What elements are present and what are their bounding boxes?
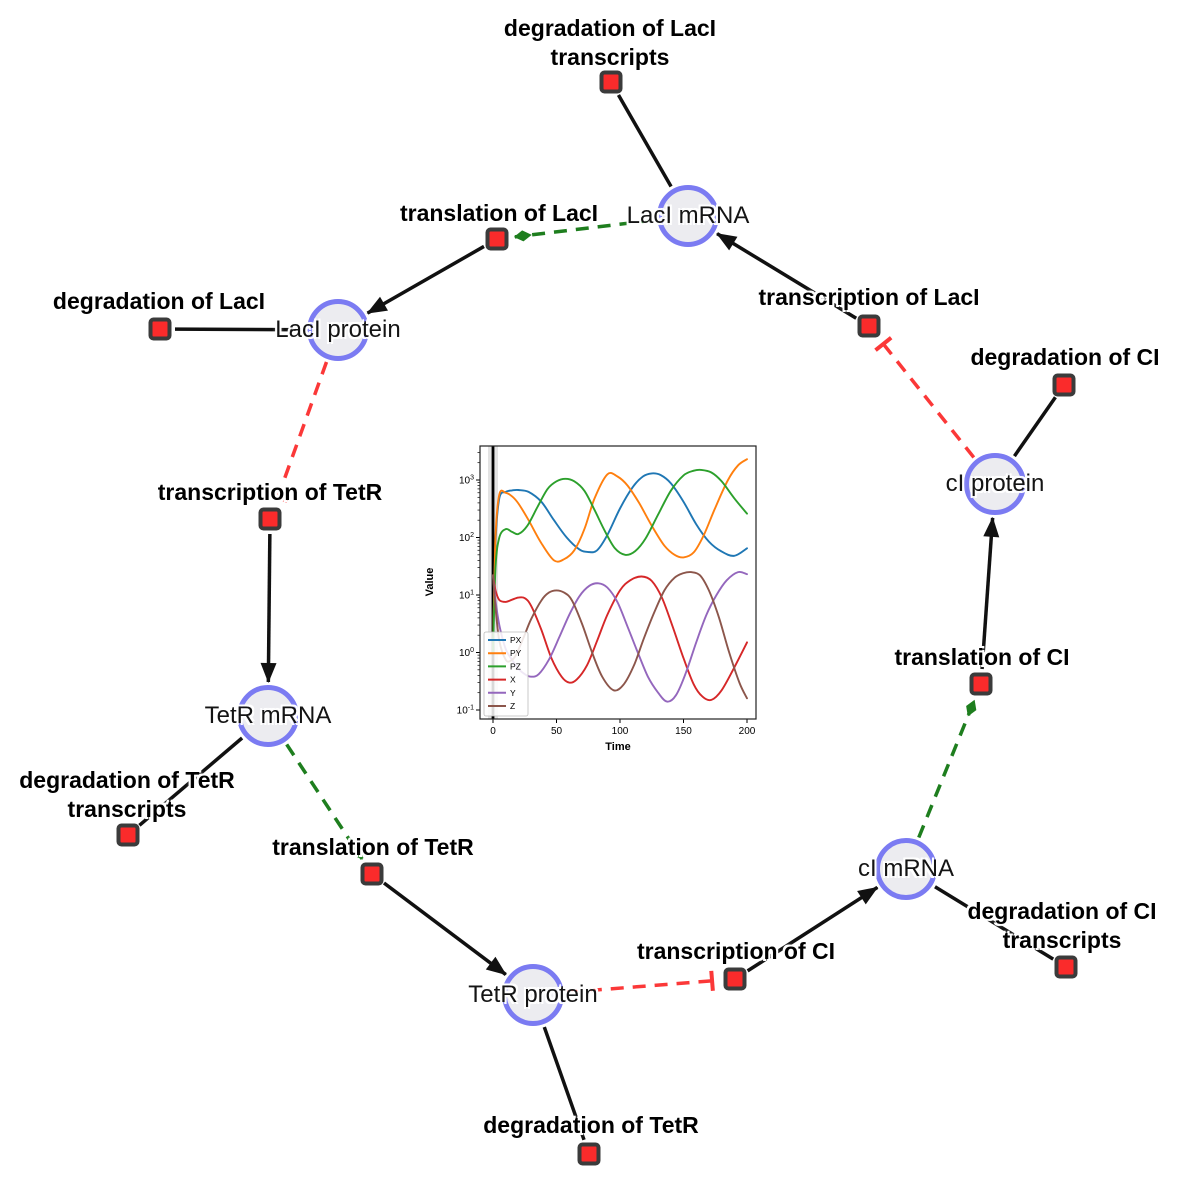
x-tick-label: 0 bbox=[490, 726, 496, 737]
reaction-node-deg-laci[interactable] bbox=[148, 317, 172, 341]
species-node-tetr-protein[interactable] bbox=[502, 964, 564, 1026]
species-node-tetr-mrna[interactable] bbox=[237, 685, 299, 747]
legend-label-PZ: PZ bbox=[510, 661, 521, 671]
reaction-node-translation-laci[interactable] bbox=[485, 227, 509, 251]
edge-deg-laci-transcripts-to-laci-mrna bbox=[616, 94, 673, 188]
time-series-plot: 10-1 100 101 102 103 0 50 100 150 200 PX PY PZ XYZ Ti… bbox=[424, 445, 757, 753]
edge-laci-mrna-to-translation-laci bbox=[513, 218, 655, 242]
x-axis-label: Time bbox=[605, 741, 630, 753]
edge-laci-protein-to-deg-laci bbox=[174, 327, 305, 332]
reaction-label-deg-ci-transcripts: degradation of CI transcripts bbox=[967, 898, 1157, 953]
species-label-laci-mrna: LacI mRNA bbox=[626, 202, 750, 229]
reaction-label-deg-laci-transcripts: degradation of LacI transcripts bbox=[503, 15, 717, 70]
edge-translation-tetr-to-tetr-protein bbox=[382, 881, 507, 976]
species-node-laci-mrna[interactable] bbox=[657, 185, 719, 247]
reaction-node-transcription-laci[interactable] bbox=[857, 314, 881, 338]
y-tick-label: 101 bbox=[459, 590, 474, 602]
reaction-label-transcription-tetr: transcription of TetR bbox=[157, 479, 383, 505]
reaction-label-deg-ci: degradation of CI bbox=[970, 344, 1160, 370]
species-label-tetr-mrna: TetR mRNA bbox=[204, 702, 332, 729]
edge-transcription-laci-to-laci-mrna bbox=[716, 232, 858, 320]
legend-label-PX: PX bbox=[510, 635, 522, 645]
y-tick-label: 100 bbox=[459, 647, 474, 659]
reaction-label-deg-laci: degradation of LacI bbox=[52, 288, 266, 314]
edge-transcription-ci-to-ci-mrna bbox=[746, 885, 879, 973]
species-label-tetr-protein: TetR protein bbox=[468, 981, 598, 1008]
y-axis-label: Value bbox=[424, 568, 436, 597]
reaction-node-translation-tetr[interactable] bbox=[360, 862, 384, 886]
edge-laci-protein-to-transcription-tetr bbox=[267, 361, 329, 503]
reaction-node-deg-tetr-transcripts[interactable] bbox=[116, 823, 140, 847]
edge-ci-protein-to-deg-ci bbox=[1013, 396, 1057, 458]
x-tick-label: 100 bbox=[612, 726, 629, 737]
species-node-ci-mrna[interactable] bbox=[875, 838, 937, 900]
x-tick-label: 50 bbox=[551, 726, 563, 737]
y-tick-label: 10-1 bbox=[457, 705, 474, 717]
y-tick-label: 102 bbox=[459, 532, 474, 544]
series-PZ-line bbox=[492, 468, 748, 654]
edge-ci-mrna-to-deg-ci-transcripts bbox=[934, 885, 1055, 961]
species-node-laci-protein[interactable] bbox=[307, 299, 369, 361]
species-label-ci-protein: cI protein bbox=[945, 470, 1045, 497]
species-label-laci-protein: LacI protein bbox=[275, 316, 401, 343]
legend-label-X: X bbox=[510, 675, 516, 685]
reaction-label-translation-laci: translation of LacI bbox=[399, 200, 599, 226]
species-label-ci-mrna: cI mRNA bbox=[858, 855, 954, 882]
edge-ci-protein-to-transcription-laci bbox=[874, 336, 976, 459]
reaction-node-transcription-tetr[interactable] bbox=[258, 507, 282, 531]
x-tick-label: 200 bbox=[739, 726, 756, 737]
series-PX-line bbox=[492, 472, 748, 654]
reaction-label-translation-ci: translation of CI bbox=[894, 644, 1070, 670]
legend-label-PY: PY bbox=[510, 648, 522, 658]
reaction-label-deg-tetr-transcripts: degradation of TetR transcripts bbox=[19, 767, 235, 822]
reaction-node-translation-ci[interactable] bbox=[969, 672, 993, 696]
x-tick-label: 150 bbox=[675, 726, 692, 737]
edge-translation-laci-to-laci-protein bbox=[366, 244, 485, 315]
time-series-inset: 10-1 100 101 102 103 0 50 100 150 200 PX PY PZ X Y Z Ti… bbox=[420, 432, 780, 762]
reaction-node-deg-tetr[interactable] bbox=[577, 1142, 601, 1166]
series-PY-line bbox=[492, 458, 748, 654]
reaction-label-transcription-ci: transcription of CI bbox=[636, 938, 836, 964]
reaction-label-deg-tetr: degradation of TetR bbox=[483, 1112, 699, 1138]
reaction-label-transcription-laci: transcription of LacI bbox=[758, 284, 980, 310]
series-X-line bbox=[492, 574, 748, 702]
legend-label-Y: Y bbox=[510, 688, 516, 698]
reaction-node-deg-ci[interactable] bbox=[1052, 373, 1076, 397]
edge-tetr-protein-to-deg-tetr bbox=[542, 1026, 586, 1141]
legend: PX PY PZ XYZ bbox=[483, 631, 529, 717]
edge-tetr-mrna-to-translation-tetr bbox=[285, 743, 364, 860]
edge-translation-ci-to-ci-protein bbox=[980, 516, 1000, 670]
reaction-label-translation-tetr: translation of TetR bbox=[272, 834, 474, 860]
legend-label-Z: Z bbox=[510, 701, 515, 711]
species-node-ci-protein[interactable] bbox=[964, 453, 1026, 515]
plot-border bbox=[479, 445, 757, 720]
reaction-node-deg-laci-transcripts[interactable] bbox=[599, 70, 623, 94]
y-tick-label: 103 bbox=[459, 475, 474, 487]
edge-tetr-mrna-to-deg-tetr-transcripts bbox=[138, 736, 244, 827]
edge-transcription-tetr-to-tetr-mrna bbox=[260, 533, 277, 684]
edge-ci-mrna-to-translation-ci bbox=[917, 699, 977, 839]
edge-tetr-protein-to-transcription-ci bbox=[566, 970, 715, 995]
reaction-node-deg-ci-transcripts[interactable] bbox=[1054, 955, 1078, 979]
reaction-node-transcription-ci[interactable] bbox=[723, 967, 747, 991]
